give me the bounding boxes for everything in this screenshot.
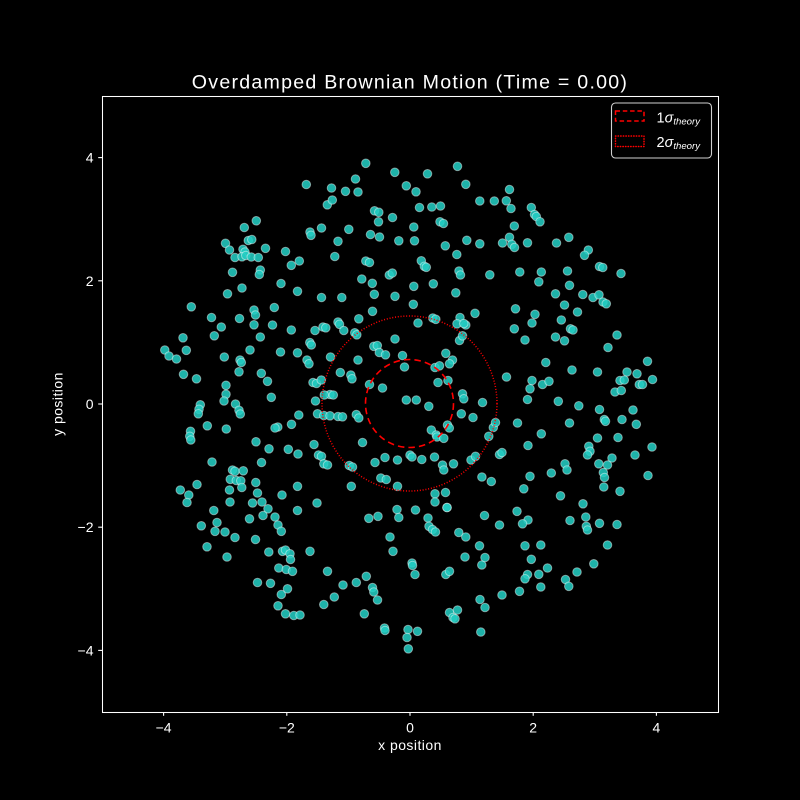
svg-text:4: 4 (86, 150, 94, 166)
svg-text:−2: −2 (78, 519, 94, 535)
svg-text:2: 2 (86, 273, 94, 289)
svg-text:4: 4 (653, 720, 661, 736)
svg-text:x position: x position (378, 737, 442, 753)
svg-text:−2: −2 (279, 720, 295, 736)
svg-text:2: 2 (529, 720, 537, 736)
svg-text:y position: y position (50, 372, 66, 436)
svg-text:−4: −4 (156, 720, 172, 736)
svg-text:0: 0 (406, 720, 414, 736)
svg-text:−4: −4 (78, 642, 94, 658)
svg-text:0: 0 (86, 396, 94, 412)
svg-text:Overdamped Brownian Motion (Ti: Overdamped Brownian Motion (Time = 0.00) (192, 72, 628, 94)
